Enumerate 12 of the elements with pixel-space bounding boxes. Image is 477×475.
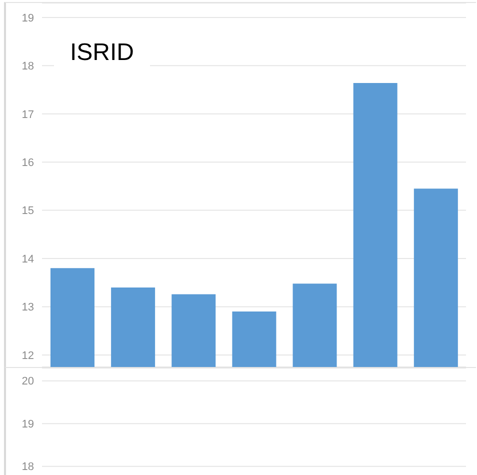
y-tick-label: 12 — [22, 350, 34, 362]
y-tick-label: 17 — [22, 108, 34, 121]
y-tick-label: 14 — [22, 253, 34, 266]
text: ISRID — [54, 35, 150, 71]
y-tick-label: 19 — [22, 12, 34, 24]
y-tick-label: 19 — [22, 418, 34, 430]
y-tick-label: 20 — [22, 376, 34, 388]
y-tick-label: 18 — [22, 60, 34, 73]
y-tick-label: 13 — [22, 302, 34, 314]
y-tick-label: 16 — [22, 157, 34, 170]
y-tick-label: 15 — [22, 205, 34, 218]
y-tick-label: 18 — [22, 461, 34, 474]
